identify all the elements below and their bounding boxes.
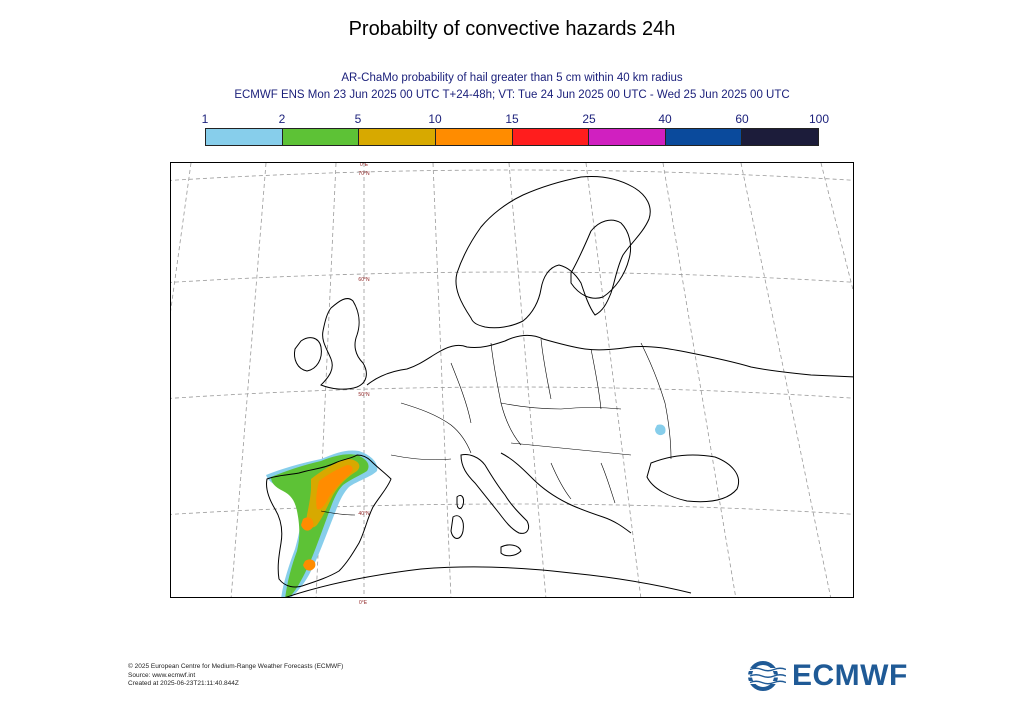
europe-map: 0°E 70°N 60°N 50°N 40°N	[170, 162, 854, 598]
legend-tick: 25	[582, 112, 596, 126]
border	[500, 402, 622, 410]
footer-credits: © 2025 European Centre for Medium-Range …	[128, 663, 343, 689]
legend-tick: 100	[808, 112, 830, 126]
legend-tick: 10	[428, 112, 442, 126]
parallel-70n	[171, 169, 853, 181]
legend-tick: 15	[505, 112, 519, 126]
chart-title: Probabilty of convective hazards 24h	[348, 18, 676, 40]
latitude-label-40n: 40°N	[358, 511, 370, 517]
finland-coast	[570, 219, 632, 299]
source-text: Source: www.ecmwf.int	[128, 671, 196, 679]
border	[600, 462, 616, 504]
graticule	[171, 163, 853, 597]
border	[640, 342, 672, 460]
parallel-40n	[171, 503, 853, 515]
border	[320, 510, 356, 516]
border	[510, 442, 632, 456]
prob-area-10to15	[303, 559, 316, 571]
legend-swatch	[512, 129, 590, 145]
map-canvas	[171, 163, 853, 597]
prob-area-10to15	[301, 517, 314, 531]
legend-swatch	[282, 129, 360, 145]
border	[590, 348, 602, 410]
color-legend-bar	[205, 128, 819, 146]
legend-swatch	[665, 129, 743, 145]
prob-area-2to5	[271, 454, 369, 597]
ecmwf-logo-icon	[748, 661, 786, 691]
continent-coast	[366, 334, 853, 386]
prob-area-1to2	[655, 424, 666, 436]
legend-tick: 40	[658, 112, 672, 126]
copyright-text: © 2025 European Centre for Medium-Range …	[128, 663, 344, 670]
border	[390, 454, 452, 461]
legend-tick: 2	[278, 112, 286, 126]
north-africa-coast	[285, 566, 692, 597]
parallel-50n	[171, 386, 853, 399]
legend-swatch	[589, 129, 666, 145]
meridian	[230, 163, 267, 597]
black-sea	[646, 454, 739, 503]
hail-probability-shading	[266, 424, 666, 597]
latitude-label-50n: 50°N	[358, 392, 370, 398]
ireland-coast	[294, 337, 322, 372]
sardinia	[450, 515, 464, 539]
legend-swatch	[206, 129, 283, 145]
border	[490, 342, 522, 446]
parallel-60n	[171, 271, 853, 283]
latitude-label-70n: 70°N	[358, 171, 370, 177]
meridian	[662, 163, 737, 597]
uk-coast	[320, 298, 367, 390]
corsica	[456, 494, 464, 510]
legend-tick: 1	[201, 112, 209, 126]
meridian-label-bottom: 0°E	[358, 600, 368, 606]
legend-swatch	[742, 129, 818, 145]
border	[550, 462, 572, 500]
meridian-label-top: 0°E	[359, 162, 369, 168]
balkans-coast	[500, 452, 632, 534]
meridian	[585, 163, 642, 597]
scandinavia-coast	[455, 176, 651, 329]
meridian	[508, 163, 547, 597]
forecast-run-info: ECMWF ENS Mon 23 Jun 2025 00 UTC T+24-48…	[234, 89, 790, 101]
legend-swatch	[359, 129, 436, 145]
legend-swatch	[435, 129, 513, 145]
coastlines	[266, 176, 853, 597]
legend-tick: 5	[354, 112, 362, 126]
ecmwf-logo-text: ECMWF	[792, 659, 908, 692]
country-borders	[320, 338, 672, 516]
meridian	[171, 163, 192, 312]
created-timestamp: Created at 2025-06-23T21:11:40.844Z	[128, 680, 239, 687]
legend-tick: 60	[735, 112, 749, 126]
border	[400, 402, 472, 454]
sicily	[500, 544, 522, 557]
prob-area-10to15	[316, 465, 353, 510]
meridian	[740, 163, 831, 597]
italy-coast	[460, 454, 530, 534]
meridian	[432, 163, 452, 597]
ecmwf-logo: ECMWF	[748, 659, 908, 693]
meridian	[820, 163, 853, 292]
latitude-label-60n: 60°N	[358, 277, 370, 283]
iberia-coast	[266, 454, 392, 588]
meridian	[315, 163, 337, 597]
border	[450, 362, 472, 424]
border	[540, 338, 552, 400]
product-description: AR-ChaMo probability of hail greater tha…	[341, 72, 683, 84]
